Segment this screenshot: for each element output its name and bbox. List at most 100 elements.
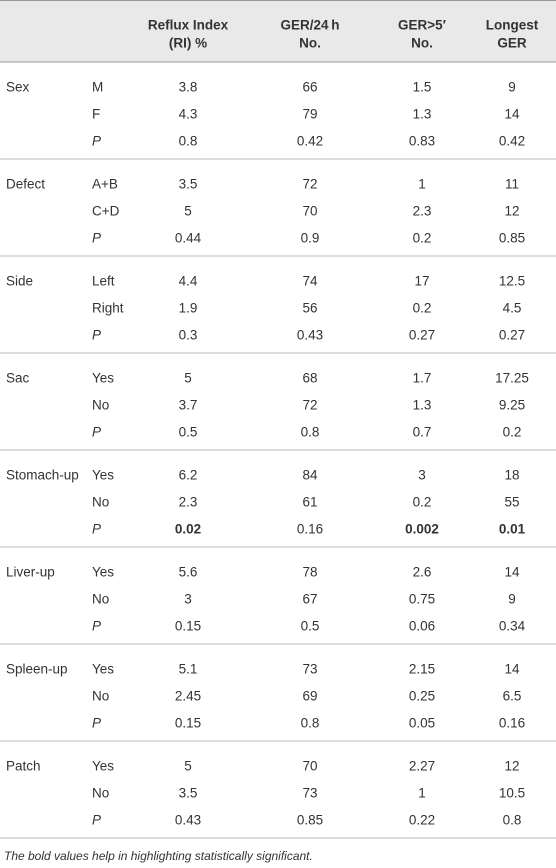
cell: 0.85: [297, 813, 323, 828]
cell: 5: [184, 204, 192, 219]
group-label: Sac: [6, 371, 30, 386]
cell: 0.8: [301, 716, 320, 731]
cell: 0.2: [413, 495, 432, 510]
group-label: Patch: [6, 759, 41, 774]
cell: 0.15: [175, 619, 201, 634]
row-label: P: [92, 716, 101, 731]
group-label: Stomach-up: [6, 468, 79, 483]
cell: 0.8: [503, 813, 522, 828]
cell: 0.25: [409, 689, 435, 704]
cell: 9: [508, 592, 516, 607]
row-label: No: [92, 786, 109, 801]
cell: 12: [504, 759, 519, 774]
row-label: P: [92, 619, 101, 634]
row-label: M: [92, 80, 103, 95]
cell: 0.75: [409, 592, 435, 607]
cell: 70: [302, 204, 317, 219]
cell: 3: [184, 592, 192, 607]
cell: 0.8: [301, 425, 320, 440]
row-label: P: [92, 328, 101, 343]
cell: 0.06: [409, 619, 435, 634]
cell: 5: [184, 759, 192, 774]
cell: 17: [414, 274, 429, 289]
cell: 1: [418, 786, 426, 801]
cell: 0.27: [409, 328, 435, 343]
row-label: P: [92, 522, 101, 537]
row-label: P: [92, 134, 101, 149]
cell: 2.27: [409, 759, 435, 774]
cell: 14: [504, 662, 520, 677]
column-header: GER: [497, 36, 527, 51]
cell: 67: [302, 592, 317, 607]
column-header: Longest: [486, 18, 539, 33]
cell: 5: [184, 371, 192, 386]
group-label: Spleen-up: [6, 662, 68, 677]
cell: 0.42: [499, 134, 525, 149]
cell: 79: [302, 107, 317, 122]
cell: 0.83: [409, 134, 435, 149]
cell: 0.5: [179, 425, 198, 440]
cell: 1: [418, 177, 426, 192]
column-header: No.: [299, 36, 321, 51]
cell: 12: [504, 204, 519, 219]
cell: 84: [302, 468, 318, 483]
cell: 0.2: [503, 425, 522, 440]
group-label: Defect: [6, 177, 45, 192]
cell: 14: [504, 107, 520, 122]
cell: 3: [418, 468, 426, 483]
cell: 55: [504, 495, 519, 510]
cell: 14: [504, 565, 520, 580]
cell: 11: [505, 177, 519, 192]
cell: 0.05: [409, 716, 435, 731]
cell: 0.2: [413, 301, 432, 316]
cell: 2.3: [413, 204, 432, 219]
cell: 0.44: [175, 231, 202, 246]
cell: 74: [302, 274, 318, 289]
cell: 3.8: [179, 80, 198, 95]
row-label: Left: [92, 274, 115, 289]
row-label: No: [92, 398, 109, 413]
column-header: (RI) %: [169, 36, 207, 51]
row-label: No: [92, 689, 109, 704]
cell: 0.15: [175, 716, 201, 731]
cell: 0.3: [179, 328, 198, 343]
cell: 72: [302, 177, 317, 192]
column-header: Reflux Index: [148, 18, 229, 33]
row-label: No: [92, 592, 109, 607]
cell: 2.3: [179, 495, 198, 510]
cell: 0.9: [301, 231, 320, 246]
cell: 0.02: [175, 522, 201, 537]
cell: 1.3: [413, 398, 432, 413]
cell: 0.002: [405, 522, 439, 537]
cell: 9.25: [499, 398, 525, 413]
cell: 0.01: [499, 522, 526, 537]
cell: 0.16: [499, 716, 525, 731]
cell: 56: [302, 301, 317, 316]
cell: 10.5: [499, 786, 525, 801]
cell: 0.7: [413, 425, 432, 440]
cell: 17.25: [495, 371, 529, 386]
group-label: Liver-up: [6, 565, 55, 580]
cell: 3.7: [179, 398, 198, 413]
cell: 5.6: [179, 565, 198, 580]
cell: 12.5: [499, 274, 525, 289]
cell: 3.5: [179, 177, 198, 192]
cell: 4.3: [179, 107, 198, 122]
cell: 72: [302, 398, 317, 413]
cell: 0.42: [297, 134, 323, 149]
cell: 1.9: [179, 301, 198, 316]
column-header: No.: [411, 36, 433, 51]
cell: 1.7: [413, 371, 432, 386]
cell: 2.45: [175, 689, 201, 704]
cell: 4.4: [179, 274, 198, 289]
cell: 61: [302, 495, 317, 510]
row-label: P: [92, 231, 101, 246]
cell: 2.6: [413, 565, 432, 580]
row-label: Yes: [92, 759, 114, 774]
cell: 0.8: [179, 134, 198, 149]
group-label: Sex: [6, 80, 30, 95]
cell: 6.5: [503, 689, 522, 704]
row-label: Yes: [92, 468, 114, 483]
row-label: C+D: [92, 204, 120, 219]
